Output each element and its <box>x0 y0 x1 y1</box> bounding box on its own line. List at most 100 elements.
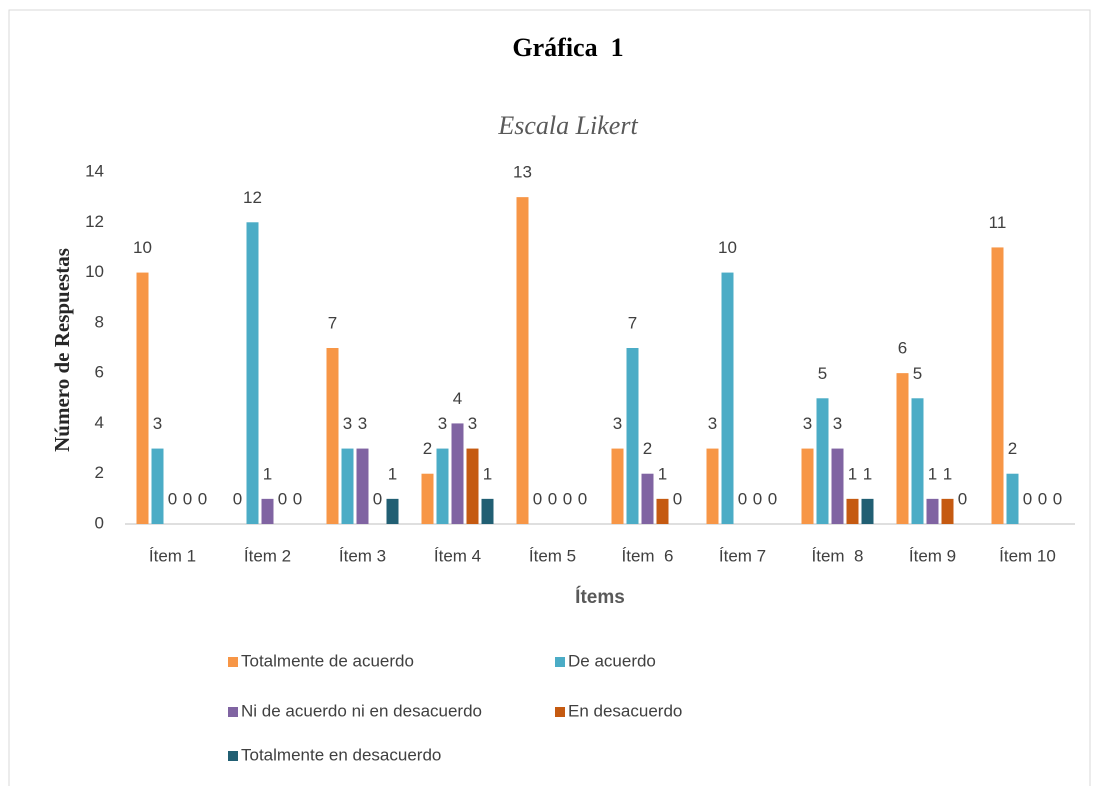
legend-label: En desacuerdo <box>568 701 682 720</box>
y-axis-title: Número de Respuestas <box>50 248 74 452</box>
data-label: 0 <box>168 489 177 508</box>
data-label: 13 <box>513 163 532 182</box>
chart-border <box>8 9 1091 786</box>
legend-label: Totalmente de acuerdo <box>241 651 414 670</box>
y-tick-label: 6 <box>95 363 104 382</box>
data-label: 0 <box>233 489 242 508</box>
x-tick-label: Ítem 1 <box>149 546 196 565</box>
chart-subtitle: Escala Likert <box>497 111 638 140</box>
data-label: 1 <box>928 464 937 483</box>
bar <box>656 498 669 524</box>
data-label: 3 <box>358 414 367 433</box>
x-tick-label: Ítem 3 <box>339 546 386 565</box>
data-label: 10 <box>133 238 152 257</box>
bar <box>386 498 399 524</box>
data-label: 1 <box>263 464 272 483</box>
data-label: 0 <box>293 489 302 508</box>
bar <box>846 498 859 524</box>
x-tick-label: Ítem 10 <box>999 546 1056 565</box>
data-label: 7 <box>628 313 637 332</box>
y-tick-label: 2 <box>95 463 104 482</box>
x-tick-label: Ítem 8 <box>812 546 864 565</box>
bar <box>421 473 434 524</box>
data-label: 0 <box>738 489 747 508</box>
bar <box>246 222 259 525</box>
bar <box>611 448 624 524</box>
legend-marker <box>555 657 565 667</box>
data-label: 4 <box>453 389 462 408</box>
data-label: 10 <box>718 238 737 257</box>
data-label: 6 <box>898 339 907 358</box>
data-label: 12 <box>243 188 262 207</box>
legend-label: Ni de acuerdo ni en desacuerdo <box>241 701 482 720</box>
x-axis-title: Ítems <box>575 586 625 608</box>
bar <box>466 448 479 524</box>
y-tick-label: 14 <box>85 161 104 180</box>
bar <box>341 448 354 524</box>
data-label: 2 <box>1008 439 1017 458</box>
bar <box>861 498 874 524</box>
data-label: 2 <box>643 439 652 458</box>
data-label: 0 <box>373 489 382 508</box>
data-label: 1 <box>388 464 397 483</box>
bar <box>451 423 464 524</box>
data-label: 3 <box>833 414 842 433</box>
data-label: 0 <box>1023 489 1032 508</box>
data-label: 1 <box>943 464 952 483</box>
data-label: 0 <box>563 489 572 508</box>
data-label: 11 <box>989 213 1007 232</box>
data-label: 7 <box>328 313 337 332</box>
x-tick-label: Ítem 7 <box>719 546 766 565</box>
data-label: 1 <box>658 464 667 483</box>
data-label: 0 <box>278 489 287 508</box>
data-label: 3 <box>438 414 447 433</box>
bar <box>481 498 494 524</box>
legend-marker <box>228 707 238 717</box>
data-label: 1 <box>863 464 872 483</box>
data-label: 2 <box>423 439 432 458</box>
data-label: 0 <box>1038 489 1047 508</box>
legend-label: De acuerdo <box>568 651 656 670</box>
data-label: 5 <box>913 364 922 383</box>
bar <box>721 272 734 524</box>
data-label: 3 <box>153 414 162 433</box>
y-tick-label: 10 <box>85 262 104 281</box>
bar <box>816 398 829 524</box>
data-label: 1 <box>848 464 857 483</box>
x-tick-label: Ítem 2 <box>244 546 291 565</box>
x-tick-label: Ítem 5 <box>529 546 576 565</box>
bar <box>356 448 369 524</box>
bar <box>801 448 814 524</box>
data-label: 0 <box>533 489 542 508</box>
data-label: 0 <box>1053 489 1062 508</box>
data-label: 3 <box>803 414 812 433</box>
bar <box>516 197 529 524</box>
legend-marker <box>228 751 238 761</box>
legend-marker <box>555 707 565 717</box>
x-tick-label: Ítem 6 <box>622 546 674 565</box>
legend-label: Totalmente en desacuerdo <box>241 745 441 764</box>
bar <box>831 448 844 524</box>
bar <box>261 498 274 524</box>
data-label: 3 <box>613 414 622 433</box>
y-tick-label: 4 <box>95 413 104 432</box>
legend-marker <box>228 657 238 667</box>
bar <box>436 448 449 524</box>
data-label: 3 <box>343 414 352 433</box>
data-label: 5 <box>818 364 827 383</box>
y-tick-label: 0 <box>95 513 104 532</box>
bar <box>136 272 149 524</box>
chart-title: Gráfica 1 <box>512 33 623 62</box>
data-label: 3 <box>468 414 477 433</box>
data-label: 0 <box>673 489 682 508</box>
data-label: 0 <box>183 489 192 508</box>
data-label: 0 <box>958 489 967 508</box>
y-tick-label: 8 <box>95 312 104 331</box>
bar <box>926 498 939 524</box>
x-tick-label: Ítem 4 <box>434 546 481 565</box>
bar <box>991 247 1004 524</box>
bar <box>911 398 924 524</box>
bar <box>941 498 954 524</box>
bar <box>641 473 654 524</box>
